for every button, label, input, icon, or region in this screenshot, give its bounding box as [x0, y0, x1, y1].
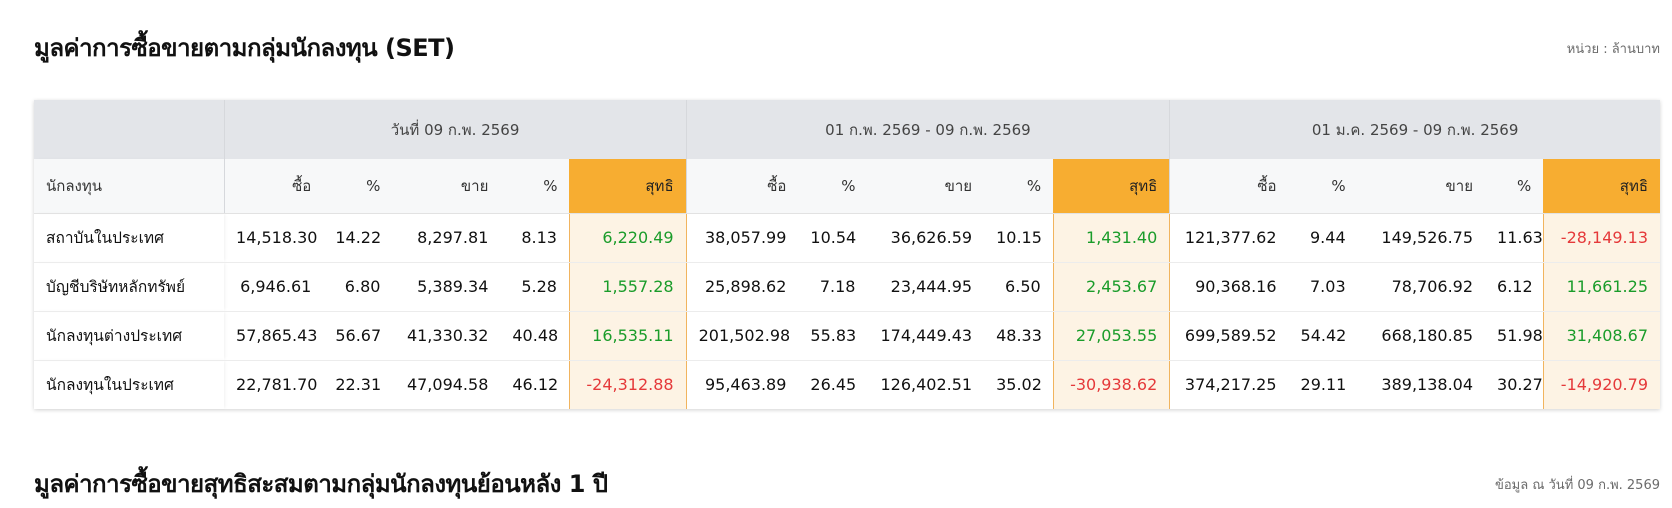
sell-value: 78,706.92	[1357, 262, 1486, 312]
buy-column-header: ซื้อ	[1169, 159, 1289, 214]
table-row: นักลงทุนต่างประเทศ 57,865.43 56.67 41,33…	[34, 311, 1660, 361]
sell-pct-column-header: %	[1485, 159, 1544, 214]
sell-column-header: ขาย	[1357, 159, 1486, 214]
net-value: 27,053.55	[1052, 311, 1171, 361]
corner-header	[34, 100, 225, 159]
buy-value: 90,368.16	[1169, 262, 1289, 312]
sell-column-header: ขาย	[867, 159, 985, 214]
period-header-month: 01 ก.พ. 2569 - 09 ก.พ. 2569	[685, 100, 1170, 159]
net-value: -28,149.13	[1542, 213, 1660, 263]
investor-column-header: นักลงทุน	[34, 159, 225, 214]
net-value: 1,557.28	[568, 262, 687, 312]
buy-pct: 7.03	[1288, 262, 1358, 312]
column-header-row: นักลงทุน ซื้อ % ขาย % สุทธิ ซื้อ % ขาย %…	[34, 159, 1660, 214]
investor-trading-table: วันที่ 09 ก.พ. 2569 01 ก.พ. 2569 - 09 ก.…	[34, 100, 1660, 409]
net-value: 11,661.25	[1542, 262, 1660, 312]
period-header-ytd: 01 ม.ค. 2569 - 09 ก.พ. 2569	[1169, 100, 1660, 159]
buy-pct: 14.22	[323, 213, 393, 263]
unit-label: หน่วย : ล้านบาท	[1566, 42, 1660, 57]
buy-value: 6,946.61	[224, 262, 324, 312]
sell-pct: 11.63	[1485, 213, 1544, 263]
buy-pct: 54.42	[1288, 311, 1358, 361]
sell-value: 47,094.58	[406, 375, 489, 395]
table-row: นักลงทุนในประเทศ 22,781.70 22.31 47,094.…	[34, 360, 1660, 409]
sell-value: 126,402.51	[880, 375, 973, 395]
sell-value: 5,389.34	[392, 262, 501, 312]
investor-name: นักลงทุนต่างประเทศ	[34, 311, 225, 361]
buy-pct: 55.83	[798, 311, 868, 361]
buy-pct-column-header: %	[798, 159, 868, 214]
table-row: สถาบันในประเทศ 14,518.30 14.22 8,297.81 …	[34, 213, 1660, 263]
sell-value: 149,526.75	[1357, 213, 1486, 263]
sell-pct: 48.33	[984, 311, 1054, 361]
buy-pct: 29.11	[1300, 375, 1347, 395]
investor-name: สถาบันในประเทศ	[34, 213, 225, 263]
net-value: 2,453.67	[1052, 262, 1171, 312]
net-value: -14,920.79	[1542, 360, 1660, 409]
sell-pct: 35.02	[996, 375, 1042, 395]
sell-column-header: ขาย	[392, 159, 501, 214]
buy-pct: 6.80	[323, 262, 393, 312]
buy-value: 22,781.70	[236, 375, 318, 395]
buy-pct: 22.31	[335, 375, 382, 395]
net-value: 1,431.40	[1052, 213, 1171, 263]
page-title: มูลค่าการซื้อขายตามกลุ่มนักลงทุน (SET)	[34, 34, 455, 62]
sell-pct: 51.98	[1485, 311, 1544, 361]
buy-pct-column-header: %	[1288, 159, 1358, 214]
buy-value: 95,463.89	[704, 375, 787, 395]
sell-pct: 10.15	[984, 213, 1054, 263]
net-value: 31,408.67	[1542, 311, 1660, 361]
buy-column-header: ซื้อ	[685, 159, 799, 214]
buy-value: 121,377.62	[1169, 213, 1289, 263]
sell-pct: 6.50	[984, 262, 1054, 312]
net-column-header: สุทธิ	[569, 159, 687, 214]
net-value: -30,938.62	[1052, 360, 1171, 409]
sell-value: 668,180.85	[1357, 311, 1486, 361]
sell-pct: 46.12	[512, 375, 559, 395]
investor-trading-table-container: วันที่ 09 ก.พ. 2569 01 ก.พ. 2569 - 09 ก.…	[34, 100, 1660, 409]
period-header-day: วันที่ 09 ก.พ. 2569	[223, 100, 687, 159]
buy-value: 57,865.43	[224, 311, 324, 361]
buy-pct: 9.44	[1288, 213, 1358, 263]
buy-pct: 56.67	[323, 311, 393, 361]
sell-pct-column-header: %	[984, 159, 1054, 214]
sell-value: 174,449.43	[867, 311, 985, 361]
period-header-row: วันที่ 09 ก.พ. 2569 01 ก.พ. 2569 - 09 ก.…	[34, 100, 1660, 159]
sell-pct: 5.28	[500, 262, 570, 312]
buy-pct: 26.45	[810, 375, 857, 395]
buy-pct: 7.18	[798, 262, 868, 312]
net-value: -24,312.88	[568, 360, 687, 409]
sell-pct: 40.48	[500, 311, 570, 361]
buy-pct: 10.54	[798, 213, 868, 263]
investor-name: บัญชีบริษัทหลักทรัพย์	[34, 262, 225, 312]
sell-pct: 6.12	[1485, 262, 1544, 312]
data-as-of-label: ข้อมูล ณ วันที่ 09 ก.พ. 2569	[1494, 478, 1660, 493]
buy-column-header: ซื้อ	[223, 159, 324, 214]
table-row: บัญชีบริษัทหลักทรัพย์ 6,946.61 6.80 5,38…	[34, 262, 1660, 312]
net-column-header: สุทธิ	[1543, 159, 1660, 214]
sell-pct: 8.13	[500, 213, 570, 263]
buy-value: 25,898.62	[686, 262, 799, 312]
section2-title: มูลค่าการซื้อขายสุทธิสะสมตามกลุ่มนักลงทุ…	[34, 470, 608, 498]
net-value: 16,535.11	[568, 311, 687, 361]
buy-value: 201,502.98	[686, 311, 799, 361]
buy-value: 374,217.25	[1184, 375, 1277, 395]
buy-value: 38,057.99	[686, 213, 799, 263]
buy-pct-column-header: %	[323, 159, 393, 214]
buy-value: 14,518.30	[224, 213, 324, 263]
net-value: 6,220.49	[568, 213, 687, 263]
buy-value: 699,589.52	[1169, 311, 1289, 361]
net-column-header: สุทธิ	[1053, 159, 1170, 214]
sell-pct: 30.27	[1497, 375, 1543, 395]
sell-value: 23,444.95	[867, 262, 985, 312]
sell-value: 389,138.04	[1381, 375, 1474, 395]
sell-value: 36,626.59	[867, 213, 985, 263]
sell-value: 41,330.32	[392, 311, 501, 361]
sell-pct-column-header: %	[500, 159, 570, 214]
sell-value: 8,297.81	[392, 213, 501, 263]
investor-name: นักลงทุนในประเทศ	[34, 360, 224, 409]
